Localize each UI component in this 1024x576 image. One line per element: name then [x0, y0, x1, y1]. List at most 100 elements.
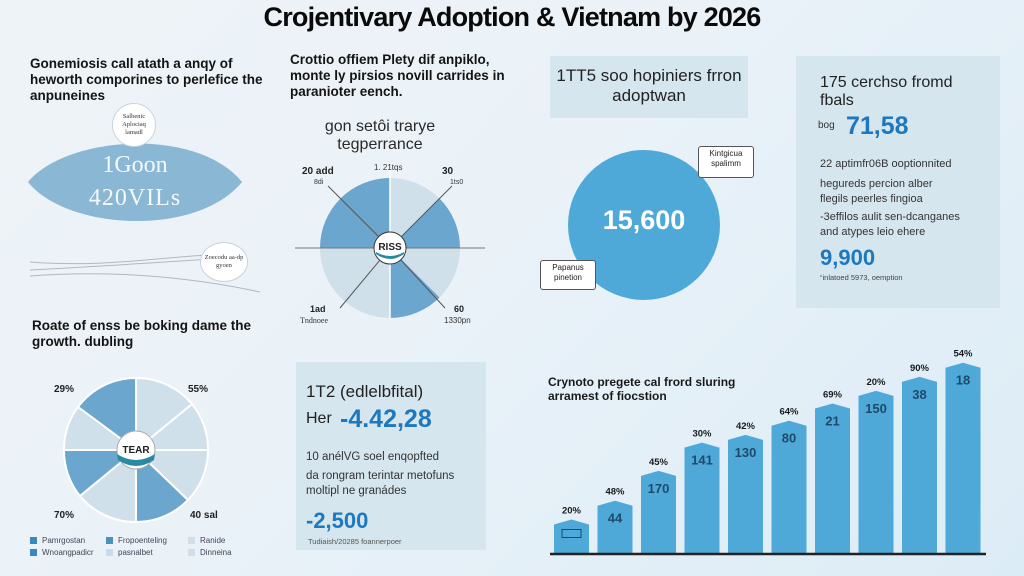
legend-item: pasnalbet	[106, 548, 153, 557]
bar-value-label: 150	[865, 401, 887, 416]
pie-slice	[135, 447, 190, 524]
radial-label-bottom-left: 1ad	[310, 304, 326, 314]
pie-center-label: TEAR	[122, 445, 150, 456]
leaf-panel-heading: Gonemiosis call atath a anqy of heworth …	[30, 56, 263, 103]
legend-label: Wnoangpadicr	[42, 548, 94, 557]
stat-card-right-value2: 9,900	[820, 245, 876, 270]
bar-top-label: 20%	[562, 506, 582, 517]
bar-value-label: 80	[782, 431, 796, 446]
bar	[858, 390, 894, 554]
bar	[902, 376, 937, 554]
radial-label-top-right-sub: 1ts0	[450, 179, 463, 186]
legend-item: Ranide	[188, 536, 225, 545]
pie-panel-heading: Roate of enss be boking dame the growth.…	[32, 318, 252, 349]
legend-swatch	[188, 537, 195, 545]
stat-card-right-body: 22 aptimfr06B ooptionnited hegureds perc…	[820, 157, 1000, 240]
legend-label: Dinneina	[200, 548, 232, 557]
stat-card-right-footnote: “inlatoed 5973, oemption	[820, 273, 903, 282]
pie-label-top-left: 29%	[54, 384, 74, 395]
bar-top-label: 90%	[910, 363, 930, 374]
radial-label-top-left-sub: 8di	[314, 179, 324, 186]
stat-body-line: moltipl ne granádes	[306, 485, 407, 497]
leaf-value-line2: 420VILs	[88, 185, 182, 211]
stat-card-center	[296, 362, 486, 550]
bar	[597, 500, 633, 554]
radial-label-bottom-right-sub: 1330pn	[444, 316, 471, 325]
pie-slice	[135, 376, 194, 453]
bar	[815, 403, 850, 554]
bar-chart: 20% 44 48% 170 45% 141 30% 130 42% 80 64% 21 69% 150 2…	[550, 349, 986, 556]
bar-top-label: 69%	[823, 389, 843, 400]
bar	[684, 442, 720, 554]
bar-value-label: 141	[691, 453, 713, 468]
radial-label-top-right: 30	[442, 166, 454, 177]
radial-segment	[390, 198, 460, 248]
radial-segment	[390, 248, 440, 318]
legend-item: Fropoenteling	[106, 536, 167, 545]
radial-label-bottom-left-sub: Tndnoee	[300, 316, 328, 325]
bar-value-label: 44	[608, 511, 623, 526]
bar-top-label: 64%	[779, 407, 799, 418]
stat-card-center-body: 10 anélVG soel enqopfted da rongram teri…	[306, 450, 481, 499]
bar	[554, 519, 589, 554]
stat-card-center-prefix: Her	[306, 410, 332, 427]
bar	[771, 420, 807, 554]
radial-segment	[320, 248, 390, 318]
stat-card-center-value2: -2,500	[306, 508, 369, 533]
pie-chart: TEAR 29% 55% 70% 40 sal	[54, 376, 218, 524]
pie-label-top-right: 55%	[188, 384, 208, 395]
stat-body-line: hegureds percion alber	[820, 178, 933, 190]
legend-swatch	[30, 549, 37, 557]
legend-swatch	[106, 537, 113, 545]
radial-subheading: gon setôi trarye tegperrance	[324, 118, 436, 153]
stat-card-center-value: -4.42,28	[340, 405, 432, 433]
legend-item: Pamrgostan	[30, 536, 85, 545]
bar	[945, 362, 981, 554]
leaf-shape	[28, 143, 242, 222]
leaf-badge-bottom: Zoecodu aa-dp gyoen	[200, 242, 248, 282]
radial-panel-heading: Crottio offiem Plety dif anpiklo, monte …	[290, 52, 505, 99]
radial-chart: RISS 1. 21tqs 20 add 8di 30 1ts0 1ad Tnd…	[295, 163, 485, 325]
legend-label: Fropoenteling	[118, 536, 167, 545]
pie-slice	[76, 376, 137, 452]
stat-card-right-value: 71,58	[846, 112, 909, 140]
pie-label-bottom-left: 70%	[54, 510, 74, 521]
legend-label: Ranide	[200, 536, 226, 545]
bar-value-label: 21	[825, 413, 839, 428]
radial-label-bottom-right: 60	[454, 304, 464, 314]
bar-value-label: 170	[648, 481, 670, 496]
stat-card-right-heading: 175 cerchso fromd fbals	[820, 74, 953, 109]
stat-body-line: da rongram terintar metofuns	[306, 470, 455, 482]
stat-card-center-footnote: Tudiaish/20285 foannerpoer	[308, 537, 402, 546]
bar-chart-title: Crynoto pregete cal frord sluring arrame…	[548, 375, 736, 403]
bar	[728, 434, 763, 554]
bar-top-label: 48%	[605, 487, 625, 498]
legend-swatch	[106, 549, 113, 557]
stat-card-center-heading: 1T2 (edlelbfital)	[306, 382, 424, 401]
legend-label: Pamrgostan	[42, 536, 86, 545]
stat-body-line: 10 anélVG soel enqopfted	[306, 451, 439, 463]
stat-body-line: flegils peerles fingioa	[820, 193, 923, 205]
pie-slice	[78, 447, 137, 524]
bar-top-label: 54%	[953, 349, 973, 360]
pie-label-bottom-right: 40 sal	[190, 510, 218, 521]
bar-top-label: 30%	[692, 429, 712, 440]
stat-body-line: 22 aptimfr06B ooptionnited	[820, 158, 952, 170]
bar	[641, 470, 676, 554]
bar-value-label: 18	[956, 373, 970, 388]
building-icon	[561, 529, 582, 539]
radial-center-label: RISS	[378, 242, 402, 253]
adoption-box	[550, 56, 748, 118]
radial-segment	[390, 248, 460, 298]
adoption-value: 15,600	[602, 205, 686, 235]
stat-body-line: and atypes leio ehere	[820, 226, 926, 238]
legend-item: Wnoangpadicr	[30, 548, 94, 557]
leaf-value-line1: 1Goon	[102, 152, 168, 178]
adoption-box-text: 1TT5 soo hopiniers frron adoptwan	[556, 66, 742, 105]
legend-swatch	[30, 537, 37, 545]
bar-top-label: 42%	[736, 421, 756, 432]
callout-left: Papanus pinetion	[540, 260, 596, 290]
radial-segment	[390, 178, 440, 248]
stat-card-right-prefix: bog	[818, 120, 835, 131]
bar-top-label: 20%	[866, 377, 886, 388]
